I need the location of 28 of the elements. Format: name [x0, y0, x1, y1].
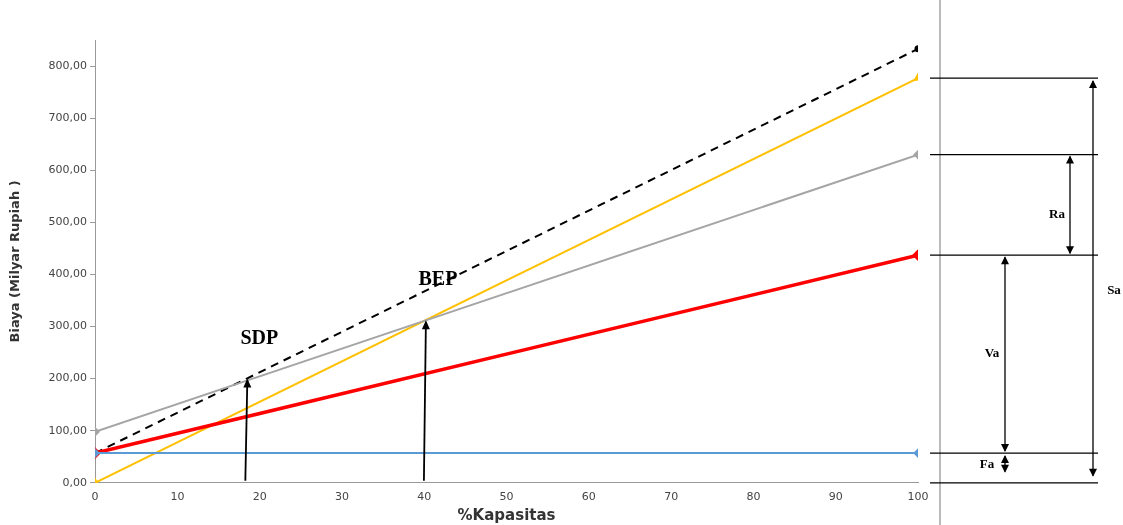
x-tick-label: 90: [828, 490, 843, 504]
y-axis-title: Biaya (Milyar Rupiah ): [7, 180, 23, 343]
y-tick-label: 800,00: [48, 58, 88, 72]
x-tick-label: 40: [417, 490, 432, 504]
x-tick-label: 100: [907, 490, 929, 504]
text: Ra: [1049, 206, 1066, 222]
x-tick-label: 30: [334, 490, 349, 504]
y-tick-label: 0,00: [62, 475, 88, 489]
x-tick-label: 60: [581, 490, 596, 504]
y-tick-label: 700,00: [48, 111, 88, 124]
x-tick-label: 70: [664, 490, 679, 504]
text: Va: [984, 345, 1000, 361]
x-tick-label: 20: [252, 490, 267, 504]
x-tick-label: 10: [170, 490, 185, 504]
x-tick-label: 80: [746, 490, 761, 504]
annotation: BEP: [418, 267, 458, 290]
text: Sa: [1107, 281, 1122, 297]
y-tick-label: 400,00: [48, 267, 88, 281]
y-tick-label: 300,00: [48, 319, 88, 333]
y-tick-label: 500,00: [48, 215, 88, 229]
x-axis-title: %Kapasitas: [457, 505, 556, 524]
text: Fa: [979, 456, 995, 472]
x-tick-label: 0: [91, 490, 99, 504]
x-tick-label: 50: [499, 490, 514, 504]
y-tick-label: 600,00: [48, 163, 88, 177]
y-tick-label: 100,00: [48, 423, 88, 437]
y-tick-label: 200,00: [48, 371, 88, 385]
annotation: SDP: [240, 325, 279, 348]
